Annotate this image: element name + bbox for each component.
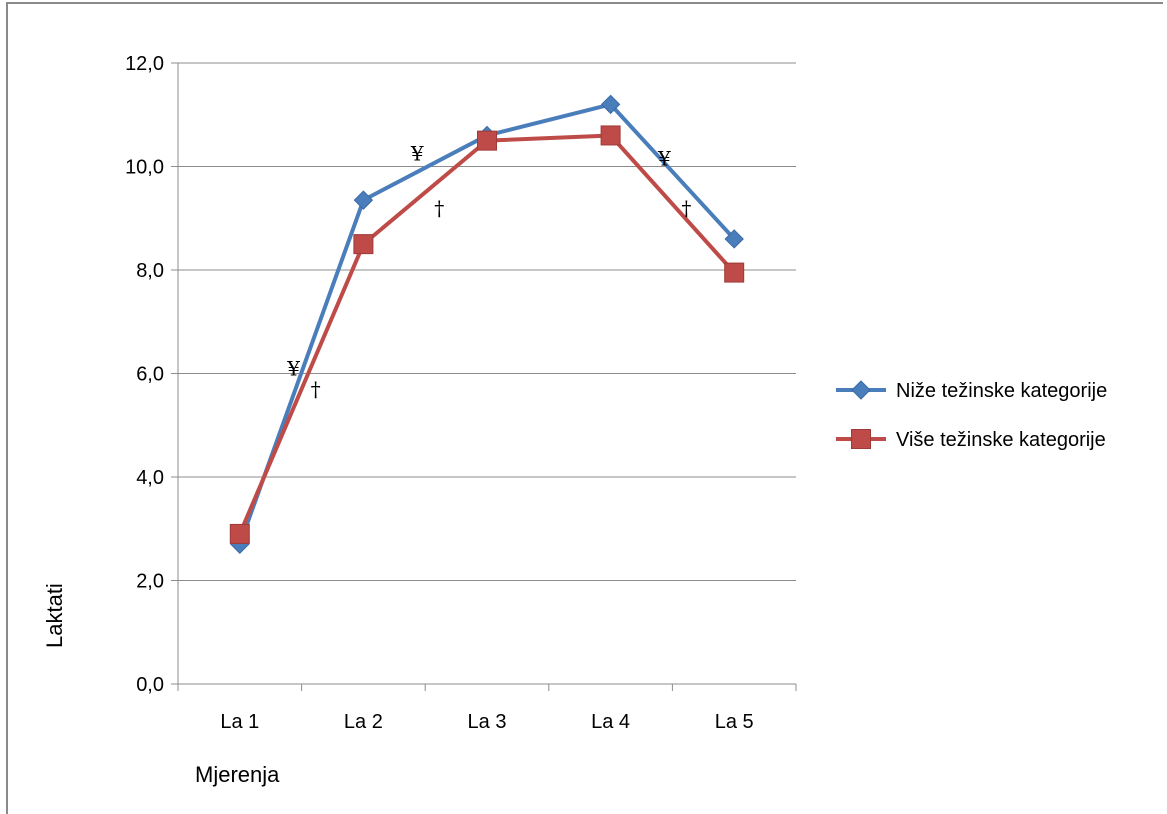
chart-frame xyxy=(6,2,1163,814)
significance-mark: ¥ xyxy=(286,356,300,380)
legend-label-2: Više težinske kategorije xyxy=(896,429,1106,451)
x-tick-label: La 4 xyxy=(591,711,630,733)
series-2-point xyxy=(353,234,374,255)
legend: Niže težinske kategorije Više težinske ka… xyxy=(836,380,1107,451)
series-markers xyxy=(229,94,745,554)
y-tick-label: 6,0 xyxy=(136,364,164,386)
significance-mark: ¥ xyxy=(410,142,424,166)
y-tick-label: 10,0 xyxy=(125,157,164,179)
series-2-point xyxy=(600,125,621,146)
series-1-point xyxy=(600,94,621,115)
y-tick-label: 0,0 xyxy=(136,674,164,696)
x-tick-labels: La 1 La 2 La 3 La 4 La 5 xyxy=(220,711,753,733)
series-2-point xyxy=(229,523,250,544)
y-tick-label: 2,0 xyxy=(136,571,164,593)
series-1-point xyxy=(353,190,374,210)
series-2-point xyxy=(724,262,745,283)
series-2-point xyxy=(477,130,497,151)
legend-marker-1 xyxy=(851,380,871,400)
x-tick-label: La 2 xyxy=(344,711,383,733)
significance-mark: † xyxy=(681,196,691,220)
y-tick-label: 8,0 xyxy=(136,260,164,282)
y-tick-label: 12,0 xyxy=(125,53,164,75)
legend-label-1: Niže težinske kategorije xyxy=(896,380,1107,402)
significance-mark: ¥ xyxy=(657,147,671,171)
series-1-point xyxy=(724,229,744,249)
y-tick-label: 4,0 xyxy=(136,467,164,489)
annotations: ¥ † ¥ † † ¥ xyxy=(286,142,691,401)
axes xyxy=(177,63,797,691)
significance-mark: † xyxy=(311,377,321,401)
x-tick-label: La 1 xyxy=(220,711,259,733)
legend-marker-2 xyxy=(851,429,871,449)
x-tick-label: La 5 xyxy=(715,711,754,733)
x-axis-title: Mjerenja xyxy=(195,762,280,787)
significance-mark: † xyxy=(434,196,444,220)
gridlines xyxy=(171,62,796,685)
x-tick-label: La 3 xyxy=(468,711,507,733)
y-axis-title: Laktati xyxy=(42,583,67,648)
y-tick-labels: 0,0 2,0 4,0 6,0 8,0 10,0 12,0 xyxy=(125,53,164,696)
